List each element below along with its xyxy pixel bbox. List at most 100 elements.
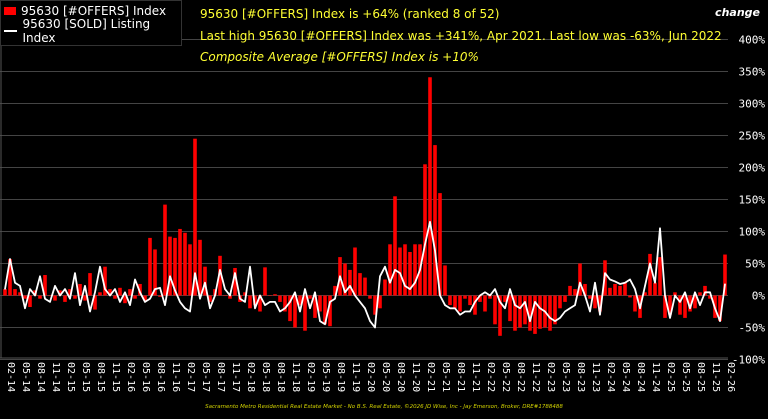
bar: [433, 145, 437, 296]
bar: [708, 295, 712, 299]
y-tick-label: 50%: [745, 258, 765, 271]
x-tick-label: 05-19: [320, 362, 331, 392]
line-point: [524, 301, 526, 303]
x-tick-label: 02-21: [425, 362, 436, 392]
bar: [23, 295, 27, 299]
bar: [423, 164, 427, 296]
sold-line: [4, 220, 726, 329]
bar: [158, 295, 162, 297]
line-point: [384, 266, 386, 268]
bar: [203, 266, 207, 296]
x-tick-label: 05-23: [560, 362, 571, 392]
line-point: [564, 310, 566, 313]
x-tick-label: 08-15: [95, 362, 106, 392]
gridlines: [0, 0, 728, 360]
x-tick-label: 02-19: [305, 362, 316, 392]
line-point: [234, 272, 236, 274]
bar: [493, 295, 497, 325]
bar: [578, 263, 582, 296]
bar: [188, 244, 192, 296]
bar: [198, 239, 202, 296]
line-point: [274, 301, 276, 303]
line-point: [4, 288, 6, 290]
y-tick-label: 250%: [739, 130, 766, 143]
bar: [113, 295, 117, 299]
x-tick-label: 08-20: [395, 362, 406, 392]
line-point: [589, 310, 591, 313]
bar: [218, 255, 222, 296]
bar: [413, 244, 417, 296]
x-tick-label: 02-23: [545, 362, 556, 392]
line-point: [709, 291, 711, 293]
line-point: [59, 294, 61, 297]
line-point: [169, 275, 171, 277]
line-point: [369, 320, 371, 322]
bar: [288, 295, 292, 322]
bar: [108, 289, 112, 296]
line-point: [254, 307, 256, 309]
y-tick-label: 350%: [739, 66, 766, 79]
legend-item-offers: 95630 [#OFFERS] Index: [1, 1, 181, 21]
line-point: [674, 294, 676, 297]
line-point: [414, 282, 416, 284]
x-tick-label: 02-25: [665, 362, 676, 392]
x-tick-label: 11-20: [410, 362, 421, 392]
line-point: [659, 227, 661, 229]
line-point: [699, 304, 701, 306]
bar: [568, 285, 572, 296]
bar: [643, 292, 647, 296]
bar: [353, 247, 357, 296]
bar: [583, 283, 587, 296]
x-tick-label: 11-16: [170, 362, 181, 392]
line-point: [704, 291, 706, 293]
line-point: [219, 269, 221, 271]
line-point: [364, 307, 366, 309]
bar: [388, 244, 392, 296]
bar: [613, 283, 617, 296]
bar: [513, 295, 517, 331]
bar: [503, 295, 507, 302]
bar: [123, 295, 127, 304]
change-label: change: [715, 6, 760, 19]
line-point: [609, 278, 611, 281]
bar: [68, 289, 72, 296]
bar: [208, 295, 212, 302]
x-tick-label: 08-21: [455, 362, 466, 392]
x-tick-label: 11-23: [590, 362, 601, 392]
line-point: [19, 285, 21, 287]
bar: [298, 295, 302, 306]
line-point: [214, 294, 216, 297]
x-tick-label: 11-25: [710, 362, 721, 392]
x-tick-label: 08-16: [155, 362, 166, 392]
line-point: [54, 285, 56, 287]
bar: [58, 290, 62, 296]
line-point: [429, 221, 431, 223]
bar: [48, 295, 52, 296]
line-point: [104, 288, 106, 290]
bar: [343, 263, 347, 296]
line-point: [549, 317, 551, 319]
bar: [13, 289, 17, 296]
x-tick-label: 02-14: [5, 362, 16, 392]
bar: [333, 285, 337, 296]
line-point: [494, 288, 496, 290]
x-tick-label: 05-24: [620, 362, 631, 392]
line-point: [534, 301, 536, 303]
line-point: [9, 258, 11, 260]
bar: [293, 295, 297, 328]
y-tick-label: 100%: [739, 226, 766, 239]
line-point: [224, 288, 226, 290]
bar: [243, 292, 247, 296]
bar: [653, 282, 657, 296]
line-point: [244, 301, 246, 303]
bar: [463, 295, 467, 299]
bar: [658, 257, 662, 296]
bar: [73, 295, 77, 299]
line-point: [614, 280, 616, 283]
x-tick-label: 11-22: [530, 362, 541, 392]
line-point: [329, 301, 331, 303]
line-point: [164, 304, 166, 306]
bar: [148, 237, 152, 296]
bar: [258, 295, 262, 312]
line-point: [194, 272, 196, 274]
